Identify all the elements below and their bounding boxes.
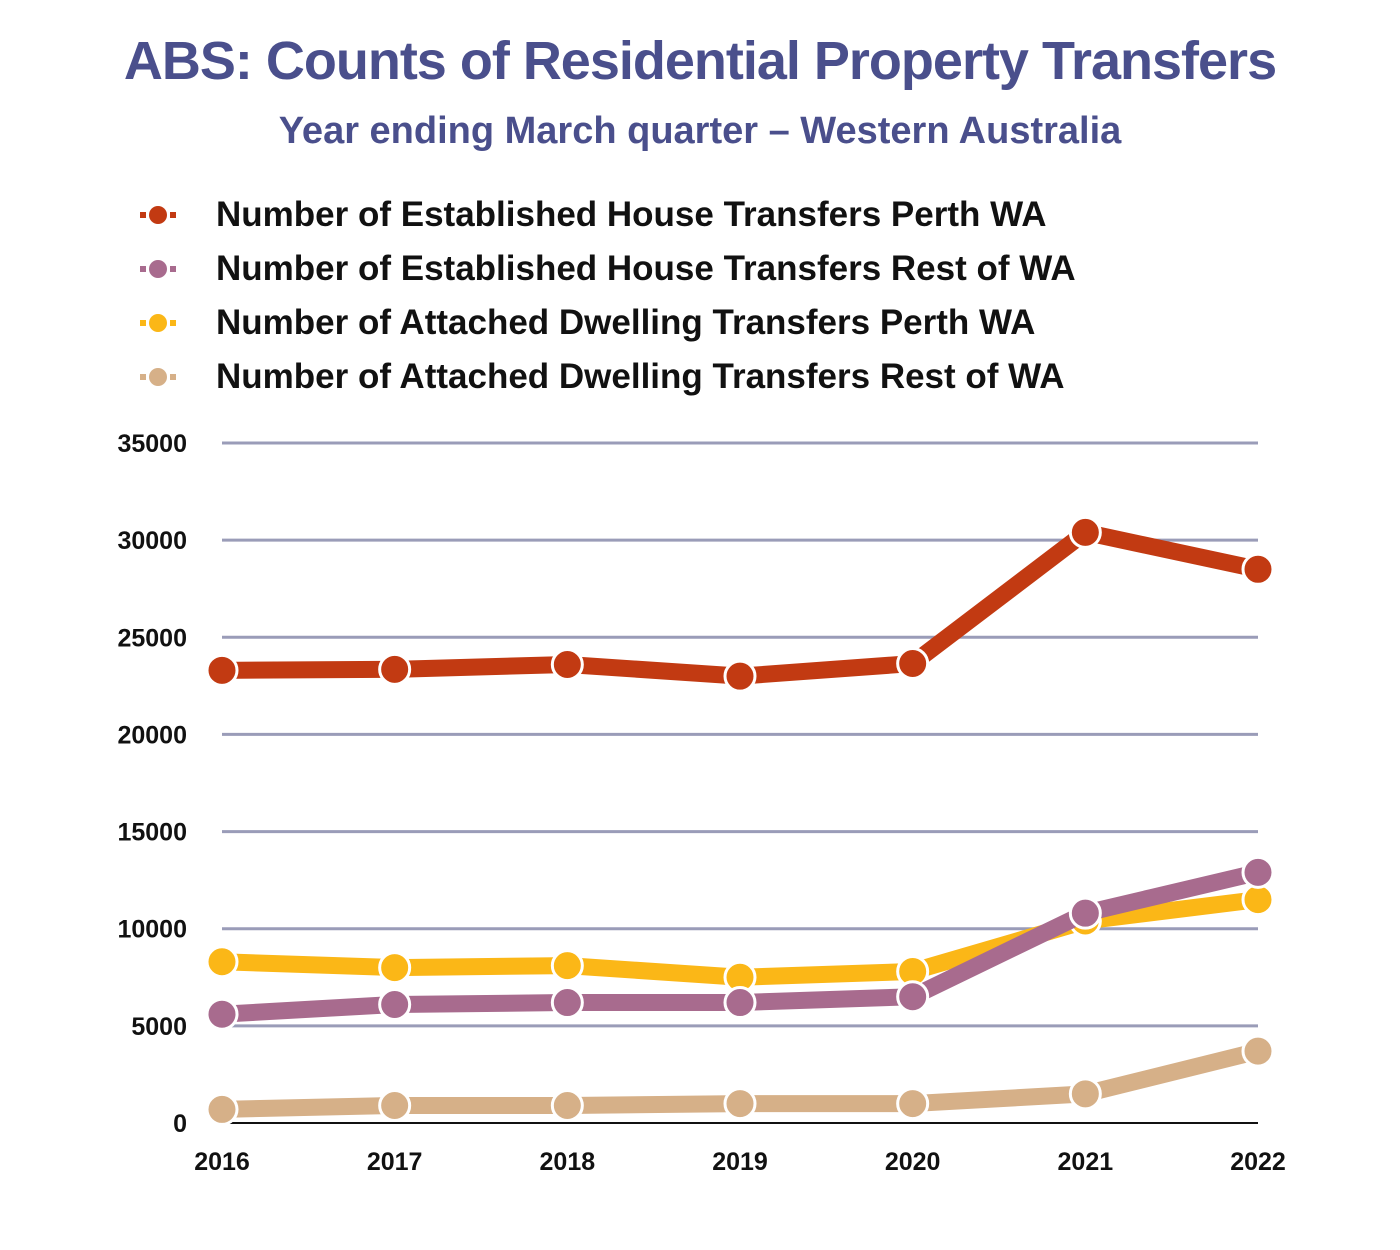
data-point xyxy=(378,951,412,985)
data-point xyxy=(550,647,584,681)
data-point xyxy=(723,986,757,1020)
x-tick-label: 2018 xyxy=(540,1148,596,1176)
y-tick-label: 5000 xyxy=(131,1013,187,1041)
data-point xyxy=(896,980,930,1014)
data-point xyxy=(1241,883,1275,917)
legend-item-established-perth: Number of Established House Transfers Pe… xyxy=(140,188,1076,242)
legend-marker xyxy=(140,259,176,279)
data-point xyxy=(205,945,239,979)
data-point xyxy=(1068,896,1102,930)
data-point xyxy=(378,1089,412,1123)
x-tick-label: 2022 xyxy=(1230,1148,1286,1176)
chart-subtitle: Year ending March quarter – Western Aust… xyxy=(278,110,1122,152)
data-point xyxy=(1241,1034,1275,1068)
data-point xyxy=(205,653,239,687)
legend-label: Number of Attached Dwelling Transfers Pe… xyxy=(216,303,1036,342)
data-point xyxy=(378,987,412,1021)
y-tick-label: 0 xyxy=(173,1110,187,1138)
chart-legend: Number of Established House Transfers Pe… xyxy=(140,188,1076,404)
legend-item-attached-rest: Number of Attached Dwelling Transfers Re… xyxy=(140,350,1076,404)
data-point xyxy=(550,986,584,1020)
data-point xyxy=(1068,1077,1102,1111)
legend-label: Number of Established House Transfers Pe… xyxy=(216,195,1047,234)
series-line xyxy=(213,523,1267,685)
data-point xyxy=(378,652,412,686)
x-tick-label: 2021 xyxy=(1058,1148,1114,1176)
data-point xyxy=(723,1087,757,1121)
data-point xyxy=(896,1087,930,1121)
y-tick-label: 25000 xyxy=(117,624,187,652)
data-point xyxy=(723,659,757,693)
legend-item-attached-perth: Number of Attached Dwelling Transfers Pe… xyxy=(140,296,1076,350)
legend-label: Number of Established House Transfers Re… xyxy=(216,249,1076,288)
legend-marker xyxy=(140,313,176,333)
data-point xyxy=(550,949,584,983)
data-point xyxy=(205,1092,239,1126)
x-tick-label: 2019 xyxy=(712,1148,768,1176)
legend-item-established-rest: Number of Established House Transfers Re… xyxy=(140,242,1076,296)
y-tick-label: 30000 xyxy=(117,527,187,555)
x-tick-label: 2020 xyxy=(885,1148,941,1176)
x-tick-label: 2016 xyxy=(194,1148,250,1176)
data-point xyxy=(1241,552,1275,586)
data-point xyxy=(205,997,239,1031)
chart-title: ABS: Counts of Residential Property Tran… xyxy=(123,31,1277,91)
legend-label: Number of Attached Dwelling Transfers Re… xyxy=(216,357,1065,396)
data-point xyxy=(550,1089,584,1123)
x-tick-label: 2017 xyxy=(367,1148,423,1176)
y-tick-label: 35000 xyxy=(117,430,187,458)
data-point xyxy=(1068,515,1102,549)
legend-marker xyxy=(140,367,176,387)
y-tick-label: 10000 xyxy=(117,916,187,944)
data-point xyxy=(1241,855,1275,889)
legend-marker xyxy=(140,205,176,225)
y-tick-label: 20000 xyxy=(117,721,187,749)
data-point xyxy=(896,647,930,681)
y-tick-label: 15000 xyxy=(117,819,187,847)
